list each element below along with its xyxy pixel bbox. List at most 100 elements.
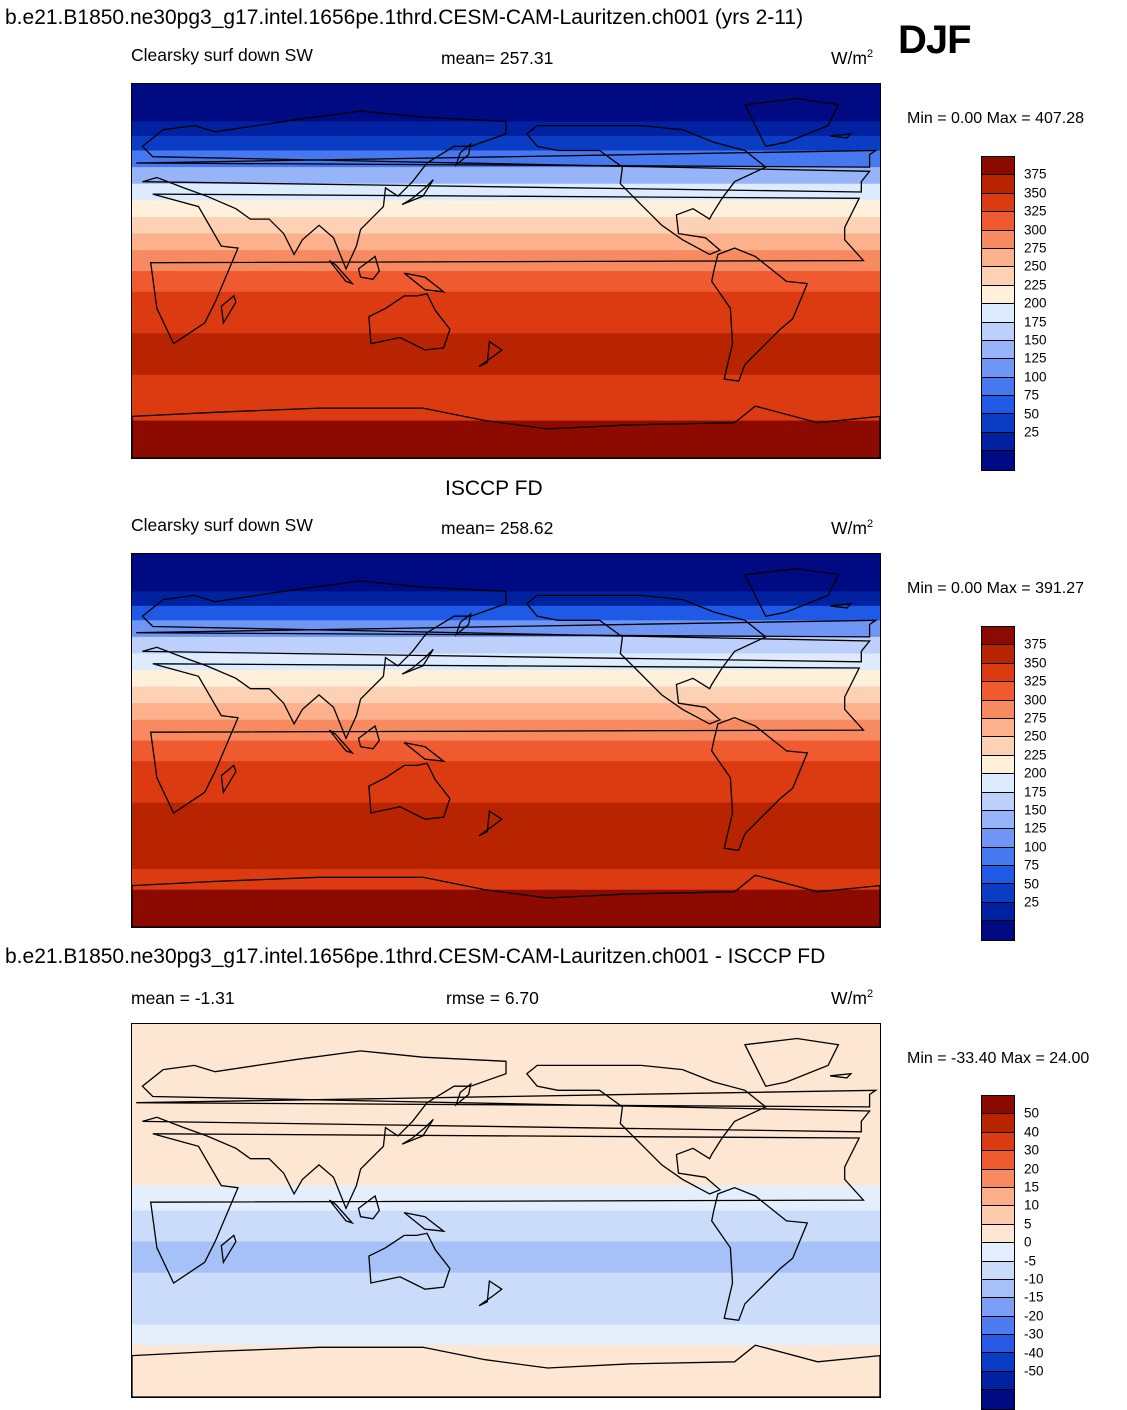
colorbar-tick-label: 75	[1024, 857, 1040, 873]
season-label: DJF	[898, 18, 972, 62]
colorbar-tick-label: 125	[1024, 820, 1047, 836]
map-zonal-band	[132, 150, 880, 168]
colorbar-tick-label: 300	[1024, 692, 1047, 708]
map-zonal-band	[132, 1185, 880, 1211]
panel3-rmse-label: rmse = 6.70	[446, 988, 539, 1008]
colorbar-box	[982, 285, 1014, 305]
colorbar-box	[982, 1224, 1014, 1244]
colorbar-box	[982, 377, 1014, 397]
coastline-namerica	[525, 594, 767, 725]
colorbar-tick-label: 100	[1024, 839, 1047, 855]
map-zonal-band	[132, 216, 880, 235]
coastline-borneo	[357, 255, 381, 281]
coastline-africa	[149, 193, 865, 345]
colorbar-tick-label: 175	[1024, 314, 1047, 330]
coastline-japan	[401, 1118, 434, 1145]
coastline-greenland	[743, 97, 840, 148]
colorbar-box	[982, 212, 1014, 231]
coastline-samerica	[711, 1187, 809, 1322]
colorbar-tick-label: 100	[1024, 369, 1047, 385]
coastline-samerica	[711, 247, 809, 382]
colorbar-tick-label: -20	[1024, 1308, 1044, 1324]
coastline-africa	[149, 1133, 865, 1284]
coastline-sumatra	[328, 1199, 355, 1225]
coastline-britain	[136, 619, 878, 638]
map-zonal-band	[132, 1345, 880, 1397]
colorbar-box	[982, 755, 1014, 775]
colorbar-tick-label: 200	[1024, 765, 1047, 781]
coastline-iceland	[830, 602, 853, 609]
coastline-samerica	[711, 717, 809, 852]
colorbar-tick-label: -50	[1024, 1363, 1044, 1379]
panel3-mean-label: mean = -1.31	[131, 988, 235, 1008]
colorbar-tick-label: -5	[1024, 1253, 1037, 1269]
colorbar-tick-label: -30	[1024, 1326, 1044, 1342]
colorbar-tick-label: -40	[1024, 1345, 1044, 1361]
panel1-variable-label: Clearsky surf down SW	[131, 45, 313, 65]
panel2-title: ISCCP FD	[445, 477, 543, 500]
coastline-sumatra	[328, 260, 355, 285]
colorbar-box	[982, 1316, 1014, 1336]
map-zonal-band	[132, 183, 880, 201]
panel2-min-max: Min = 0.00 Max = 391.27	[907, 580, 1084, 597]
coastline-africa	[149, 663, 865, 814]
map-zonal-band	[132, 605, 880, 621]
colorbar-tick-label: 275	[1024, 240, 1047, 256]
coastline-newzealand	[478, 1279, 503, 1307]
map-zonal-band	[132, 761, 880, 804]
colorbar-tick-label: 75	[1024, 387, 1040, 403]
colorbar-box	[982, 902, 1014, 922]
colorbar-tick-label: 175	[1024, 784, 1047, 800]
colorbar-box	[982, 1390, 1014, 1409]
colorbar-box	[982, 340, 1014, 360]
panel2-units: W/m2	[831, 518, 874, 538]
map-zonal-band	[132, 333, 880, 376]
colorbar-tick-label: 200	[1024, 295, 1047, 311]
coastline-borneo	[357, 1194, 381, 1220]
coastline-sumatra	[328, 729, 355, 755]
colorbar-box	[982, 230, 1014, 249]
colorbar-tick-label: 350	[1024, 655, 1047, 671]
colorbar-box	[982, 322, 1014, 341]
colorbar-box	[982, 1335, 1014, 1354]
colorbar-box	[982, 700, 1014, 719]
panel1-mean-label: mean= 257.31	[441, 48, 554, 68]
colorbar-tick-label: 375	[1024, 166, 1047, 182]
coastline-iceland	[830, 133, 853, 139]
coastline-kamchatka	[454, 612, 472, 637]
colorbar-tick-label: 125	[1024, 350, 1047, 366]
colorbar-box	[982, 829, 1014, 848]
colorbar-box	[982, 359, 1014, 378]
panel2-colorbar	[981, 626, 1015, 941]
colorbar-box	[982, 1279, 1014, 1299]
map-zonal-band	[132, 1210, 880, 1243]
colorbar-tick-label: -10	[1024, 1271, 1044, 1287]
colorbar-tick-label: 325	[1024, 673, 1047, 689]
coastline-antarctica	[132, 874, 880, 927]
coastline-antarctica	[132, 405, 880, 458]
map-zonal-band	[132, 84, 880, 106]
map-zonal-band	[132, 399, 880, 422]
colorbar-box	[982, 1169, 1014, 1188]
coastline-eurasia	[141, 580, 871, 741]
map-zonal-band	[132, 1303, 880, 1325]
map-zonal-band	[132, 233, 880, 251]
coastline-kamchatka	[454, 142, 472, 167]
map-zonal-band	[132, 1272, 880, 1305]
map-zonal-band	[132, 740, 880, 762]
map-zonal-band	[132, 868, 880, 891]
panel3-title: b.e21.B1850.ne30pg3_g17.intel.1656pe.1th…	[5, 945, 826, 968]
panel2-map	[131, 553, 881, 928]
colorbar-tick-label: 225	[1024, 277, 1047, 293]
map-zonal-band	[132, 670, 880, 688]
map-zonal-band	[132, 653, 880, 671]
colorbar-box	[982, 682, 1014, 701]
coastline-madagascar	[220, 764, 237, 795]
map-zonal-band	[132, 554, 880, 576]
coastline-japan	[401, 179, 434, 206]
coastline-borneo	[357, 724, 381, 750]
map-zonal-band	[132, 104, 880, 122]
colorbar-tick-label: 10	[1024, 1197, 1040, 1213]
colorbar-tick-label: 25	[1024, 894, 1040, 910]
colorbar-tick-label: 250	[1024, 728, 1047, 744]
